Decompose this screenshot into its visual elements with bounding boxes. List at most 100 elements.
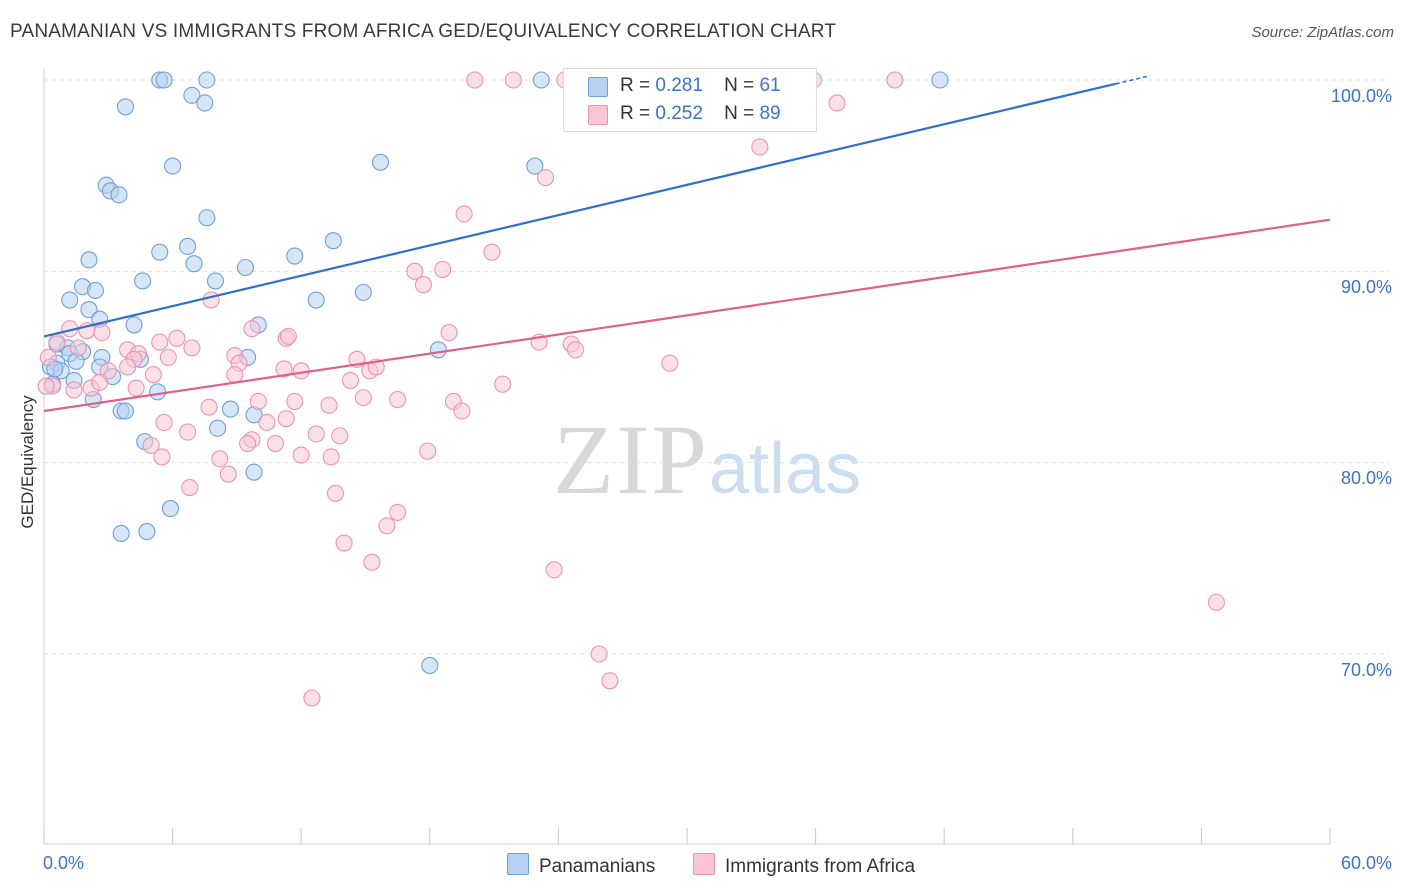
data-point-panamanians bbox=[245, 463, 263, 481]
legend-n-label: N = bbox=[724, 103, 755, 124]
data-point-panamanians bbox=[80, 251, 98, 269]
data-point-africa bbox=[536, 169, 555, 187]
data-point-africa bbox=[211, 450, 229, 468]
data-point-africa bbox=[307, 425, 325, 443]
data-point-africa bbox=[828, 94, 846, 112]
data-point-panamanians bbox=[155, 71, 173, 89]
bottom-legend-swatch-pink bbox=[693, 853, 715, 875]
data-point-panamanians bbox=[61, 291, 79, 309]
x-tick-label: 0.0% bbox=[43, 853, 85, 873]
data-point-africa bbox=[243, 320, 261, 338]
data-point-africa bbox=[144, 366, 162, 384]
data-point-africa bbox=[406, 262, 424, 280]
data-point-panamanians bbox=[151, 243, 169, 261]
data-point-africa bbox=[751, 138, 769, 156]
data-point-panamanians bbox=[185, 255, 203, 273]
bottom-legend-panamanians: Panamanians bbox=[507, 853, 655, 878]
data-point-panamanians bbox=[307, 291, 325, 309]
data-point-africa bbox=[440, 324, 458, 342]
legend-n-value: 61 bbox=[759, 75, 781, 96]
data-point-africa bbox=[142, 436, 160, 454]
data-point-africa bbox=[341, 371, 360, 389]
legend-r-value: 0.281 bbox=[655, 75, 703, 96]
data-point-panamanians bbox=[80, 301, 98, 319]
data-point-africa bbox=[39, 348, 57, 366]
data-point-africa bbox=[504, 71, 522, 89]
data-point-africa bbox=[179, 423, 197, 441]
data-point-africa bbox=[239, 434, 257, 453]
data-point-panamanians bbox=[931, 71, 949, 89]
data-point-africa bbox=[566, 341, 585, 359]
data-point-panamanians bbox=[196, 94, 214, 112]
bottom-legend-label: Immigrants from Africa bbox=[725, 856, 916, 877]
y-tick-label: 80.0% bbox=[1340, 468, 1392, 488]
legend-n-label: N = bbox=[724, 75, 755, 96]
data-point-africa bbox=[93, 324, 111, 342]
data-point-africa bbox=[320, 396, 338, 414]
data-point-panamanians bbox=[183, 86, 201, 104]
data-point-panamanians bbox=[526, 157, 544, 175]
data-point-panamanians bbox=[221, 400, 240, 418]
data-point-africa bbox=[389, 390, 407, 409]
data-point-panamanians bbox=[206, 272, 225, 290]
data-point-africa bbox=[181, 478, 199, 497]
data-point-africa bbox=[183, 339, 201, 357]
data-point-panamanians bbox=[198, 209, 216, 227]
data-point-panamanians bbox=[354, 283, 372, 301]
data-point-africa bbox=[419, 442, 437, 460]
data-point-africa bbox=[494, 375, 512, 393]
trend-line-extension bbox=[1115, 75, 1149, 85]
data-point-africa bbox=[69, 339, 87, 357]
watermark: ZIPatlas bbox=[553, 402, 861, 517]
data-point-panamanians bbox=[116, 98, 134, 116]
data-point-africa bbox=[37, 377, 55, 395]
legend-r-value: 0.252 bbox=[655, 103, 703, 124]
data-point-panamanians bbox=[198, 71, 216, 89]
data-point-africa bbox=[99, 362, 117, 380]
data-point-africa bbox=[65, 381, 83, 399]
data-point-africa bbox=[200, 398, 218, 416]
data-point-africa bbox=[279, 327, 297, 345]
data-point-africa bbox=[153, 448, 171, 466]
data-point-panamanians bbox=[86, 281, 104, 300]
data-point-africa bbox=[202, 291, 220, 309]
data-point-africa bbox=[151, 333, 169, 351]
data-point-africa bbox=[389, 503, 407, 521]
source-label: Source: ZipAtlas.com bbox=[1251, 24, 1394, 41]
data-point-africa bbox=[661, 354, 679, 372]
data-point-panamanians bbox=[179, 237, 197, 256]
data-point-panamanians bbox=[371, 153, 390, 171]
data-point-africa bbox=[378, 517, 396, 535]
data-point-africa bbox=[434, 260, 452, 278]
x-tick-label: 60.0% bbox=[1340, 853, 1392, 873]
data-point-panamanians bbox=[421, 656, 439, 675]
watermark-zip: ZIP bbox=[553, 404, 709, 515]
data-point-panamanians bbox=[110, 186, 128, 204]
bottom-legend-swatch-blue bbox=[507, 853, 529, 875]
y-tick-label: 90.0% bbox=[1340, 277, 1392, 297]
data-point-africa bbox=[275, 360, 293, 378]
legend-r-label: R = bbox=[620, 75, 651, 96]
bottom-legend-africa: Immigrants from Africa bbox=[693, 853, 915, 878]
data-point-panamanians bbox=[286, 247, 304, 265]
data-point-africa bbox=[159, 348, 177, 366]
data-point-panamanians bbox=[324, 232, 342, 250]
data-point-africa bbox=[326, 484, 345, 502]
data-point-africa bbox=[545, 561, 563, 579]
data-point-africa bbox=[453, 402, 471, 420]
data-point-africa bbox=[266, 434, 285, 453]
data-point-africa bbox=[303, 689, 321, 707]
data-point-africa bbox=[292, 446, 310, 464]
data-point-africa bbox=[335, 534, 353, 552]
data-point-panamanians bbox=[209, 419, 227, 437]
data-point-africa bbox=[127, 379, 145, 397]
data-point-africa bbox=[886, 71, 904, 89]
data-point-africa bbox=[168, 329, 186, 347]
data-point-africa bbox=[363, 553, 381, 571]
y-tick-label: 100.0% bbox=[1330, 86, 1392, 106]
data-point-panamanians bbox=[429, 341, 447, 359]
data-point-africa bbox=[249, 392, 267, 410]
watermark-atlas: atlas bbox=[709, 429, 862, 509]
trend-line-africa bbox=[43, 218, 1331, 413]
